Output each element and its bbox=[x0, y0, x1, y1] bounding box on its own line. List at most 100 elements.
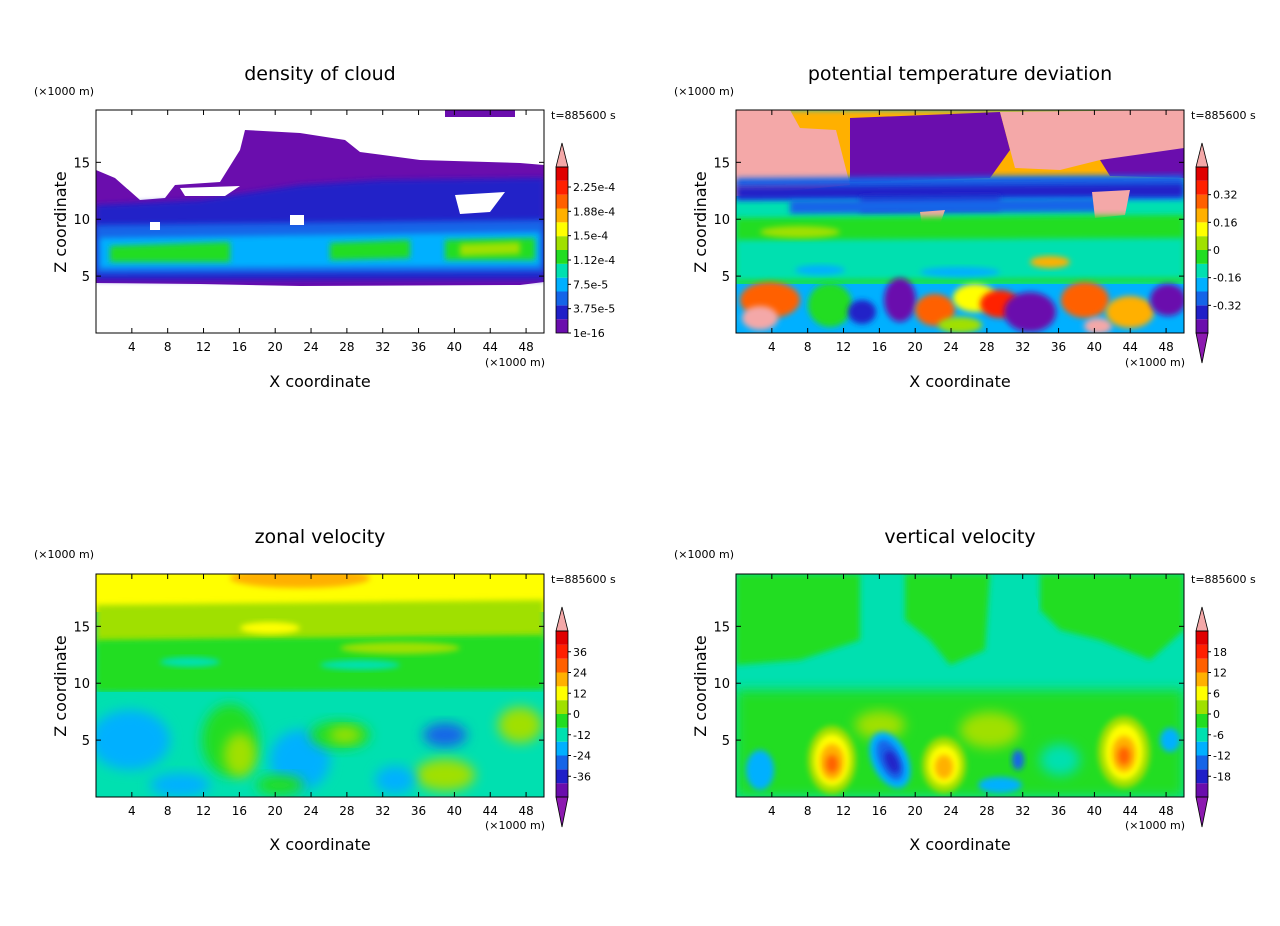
colorbar-segment bbox=[556, 167, 568, 181]
time-label: t=885600 s bbox=[1191, 109, 1256, 122]
y-tick-label: 15 bbox=[713, 156, 730, 171]
colorbar-segment bbox=[1196, 208, 1208, 223]
colorbar-segment bbox=[1196, 644, 1208, 659]
y-unit-label: (×1000 m) bbox=[34, 85, 94, 98]
colorbar-label: 12 bbox=[1213, 667, 1227, 680]
x-tick-label: 36 bbox=[411, 804, 426, 818]
x-tick-label: 32 bbox=[375, 340, 390, 354]
colorbar-label: 18 bbox=[1213, 646, 1227, 659]
colorbar-segment bbox=[556, 783, 568, 797]
colorbar-label: 24 bbox=[573, 667, 587, 680]
x-tick-label: 4 bbox=[768, 340, 776, 354]
x-tick-label: 8 bbox=[804, 340, 812, 354]
colorbar-label: 0 bbox=[573, 708, 580, 721]
colorbar: -0.32 -0.16 0 0.16 0.32 bbox=[1195, 142, 1241, 364]
panel-title: density of cloud bbox=[244, 63, 396, 85]
colorbar-segment bbox=[1196, 222, 1208, 237]
heatmap-field bbox=[736, 110, 1184, 333]
x-tick-label: 24 bbox=[943, 340, 958, 354]
colorbar-segment bbox=[556, 305, 568, 320]
x-tick-label: 40 bbox=[1087, 340, 1102, 354]
panel-title: potential temperature deviation bbox=[808, 63, 1112, 85]
x-tick-label: 48 bbox=[1158, 804, 1173, 818]
colorbar-over-triangle bbox=[555, 142, 569, 168]
colorbar-segment bbox=[556, 250, 568, 264]
colorbar: -36 -24 -12 0 12 24 36 bbox=[555, 606, 591, 828]
colorbar-label: 2.25e-4 bbox=[573, 181, 615, 194]
colorbar-under-triangle bbox=[555, 796, 569, 828]
y-tick-label: 15 bbox=[73, 156, 90, 171]
x-tick-label: 44 bbox=[1123, 340, 1138, 354]
x-tick-label: 4 bbox=[128, 340, 136, 354]
x-tick-label: 24 bbox=[303, 804, 318, 818]
colorbar-segment bbox=[556, 208, 568, 223]
x-tick-label: 12 bbox=[196, 340, 211, 354]
colorbar-frame bbox=[555, 166, 569, 334]
colorbar-segment bbox=[1196, 319, 1208, 333]
y-unit-label: (×1000 m) bbox=[674, 548, 734, 561]
x-tick-label: 28 bbox=[339, 804, 354, 818]
colorbar-label: -12 bbox=[573, 729, 591, 742]
y-tick-label: 15 bbox=[713, 620, 730, 635]
y-tick-label: 15 bbox=[73, 620, 90, 635]
colorbar-over-triangle bbox=[1195, 606, 1209, 632]
colorbar-over-triangle bbox=[555, 606, 569, 632]
y-tick-label: 10 bbox=[713, 213, 730, 228]
colorbar-label: 6 bbox=[1213, 687, 1220, 700]
x-axis-label: X coordinate bbox=[269, 835, 370, 854]
colorbar-segment bbox=[1196, 672, 1208, 687]
x-unit-label: (×1000 m) bbox=[485, 356, 545, 369]
x-unit-label: (×1000 m) bbox=[1125, 819, 1185, 832]
y-unit-label: (×1000 m) bbox=[34, 548, 94, 561]
y-tick-label: 5 bbox=[82, 734, 90, 749]
colorbar-segment bbox=[556, 714, 568, 728]
colorbar-segment bbox=[1196, 250, 1208, 264]
x-tick-label: 28 bbox=[339, 340, 354, 354]
colorbar-segment bbox=[556, 631, 568, 645]
x-tick-label: 20 bbox=[908, 340, 923, 354]
colorbar-segment bbox=[1196, 291, 1208, 306]
x-tick-label: 4 bbox=[128, 804, 136, 818]
x-tick-label: 16 bbox=[872, 804, 887, 818]
time-label: t=885600 s bbox=[551, 573, 616, 586]
colorbar-segment bbox=[556, 644, 568, 659]
colorbar-segment bbox=[556, 672, 568, 687]
colorbar-segment bbox=[556, 194, 568, 209]
colorbar-segment bbox=[1196, 741, 1208, 756]
x-tick-label: 16 bbox=[232, 804, 247, 818]
colorbar-segment bbox=[1196, 755, 1208, 770]
colorbar-segment bbox=[1196, 631, 1208, 645]
colorbar-segment bbox=[556, 755, 568, 770]
colorbar-segment bbox=[556, 769, 568, 784]
colorbar-over-triangle bbox=[1195, 142, 1209, 168]
colorbar-segment bbox=[1196, 236, 1208, 250]
colorbar-label: 1.12e-4 bbox=[573, 254, 615, 267]
x-tick-label: 36 bbox=[1051, 340, 1066, 354]
colorbar-label: 1e-16 bbox=[573, 327, 605, 340]
x-tick-label: 40 bbox=[447, 804, 462, 818]
x-tick-label: 44 bbox=[483, 340, 498, 354]
colorbar-label: -18 bbox=[1213, 770, 1231, 783]
colorbar: -18 -12 -6 0 6 12 18 bbox=[1195, 606, 1231, 828]
colorbar-segment bbox=[1196, 714, 1208, 728]
colorbar-label: 1.88e-4 bbox=[573, 205, 615, 218]
colorbar-segment bbox=[556, 236, 568, 250]
x-tick-label: 28 bbox=[979, 804, 994, 818]
colorbar-label: -0.32 bbox=[1213, 299, 1241, 312]
x-tick-label: 36 bbox=[1051, 804, 1066, 818]
panel-title: vertical velocity bbox=[884, 526, 1035, 548]
colorbar-segment bbox=[556, 686, 568, 701]
time-label: t=885600 s bbox=[551, 109, 616, 122]
colorbar-segment bbox=[1196, 180, 1208, 195]
x-axis-label: X coordinate bbox=[909, 835, 1010, 854]
colorbar-segment bbox=[556, 180, 568, 195]
colorbar-segment bbox=[1196, 783, 1208, 797]
plot-frame bbox=[95, 109, 545, 334]
plot-frame bbox=[95, 573, 545, 798]
heatmap-field bbox=[96, 574, 544, 797]
x-axis-label: X coordinate bbox=[269, 372, 370, 391]
x-tick-label: 32 bbox=[1015, 804, 1030, 818]
